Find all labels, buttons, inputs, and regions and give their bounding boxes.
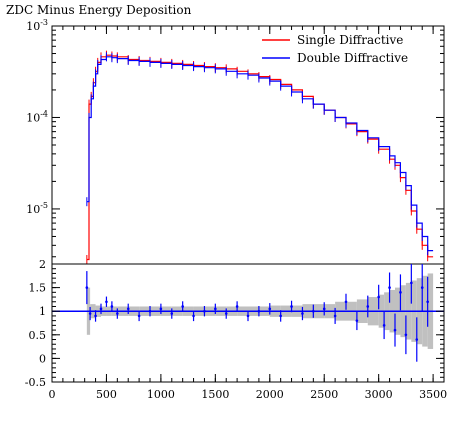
lower-y-tick-label: 1 (39, 305, 46, 318)
upper-y-tick-label: 10-3 (26, 18, 48, 33)
x-ticks: 0 500 1000 1500 2000 2500 3000 3500 (49, 26, 447, 401)
x-tick-label: 3000 (365, 388, 393, 401)
upper-y-tick-label: 10-4 (26, 109, 48, 124)
ratio-point (214, 307, 217, 311)
ratio-point (410, 281, 413, 285)
ratio-point (246, 314, 250, 318)
lower-panel: -0.500.511.52 0 500 1000 1500 2000 2500 3000 35… (25, 26, 447, 401)
ratio-point (88, 312, 92, 315)
ratio-point (415, 338, 419, 341)
ratio-point (333, 314, 337, 318)
ratio-point (301, 312, 304, 315)
lower-y-tick-label: 0.5 (29, 329, 47, 342)
chart-title: ZDC Minus Energy Deposition (6, 3, 192, 17)
x-tick-label: 500 (96, 388, 117, 401)
upper-series (86, 50, 434, 264)
ratio-point (126, 307, 130, 311)
legend: Single Diffractive Double Diffractive (262, 33, 408, 65)
x-tick-label: 1000 (147, 388, 175, 401)
ratio-point (377, 295, 380, 299)
legend-label-single: Single Diffractive (297, 33, 403, 47)
x-tick-label: 3500 (419, 388, 447, 401)
lower-y-tick-label: 2 (39, 258, 46, 271)
ratio-point (344, 300, 348, 304)
ratio-point (192, 314, 195, 318)
ratio-point (399, 291, 402, 294)
lower-y-tick-label: 1.5 (29, 282, 47, 295)
ratio-point (290, 305, 293, 308)
ratio-point (257, 309, 261, 313)
ratio-point (393, 328, 397, 332)
ratio-point (388, 286, 391, 289)
x-tick-label: 2500 (310, 388, 338, 401)
ratio-point (203, 309, 206, 313)
lower-y-ticks: -0.5 0 0.5 1 1.5 2 (25, 258, 444, 389)
ratio-point (366, 305, 370, 308)
ratio-point (420, 286, 424, 289)
lower-y-tick-label: -0.5 (25, 376, 46, 389)
x-tick-label: 0 (49, 388, 56, 401)
upper-y-tick-label: 10-5 (26, 201, 48, 216)
ratio-point (110, 305, 114, 308)
ratio-point (224, 312, 228, 315)
lower-series (85, 264, 429, 362)
upper-panel: 10-5 10-4 10-3 Single Diffractive Double D… (26, 18, 445, 265)
upper-y-ticks: 10-5 10-4 10-3 (26, 18, 444, 258)
ratio-point (116, 312, 119, 315)
ratio-point (181, 305, 184, 308)
ratio-point (382, 324, 386, 327)
legend-label-double: Double Diffractive (297, 51, 408, 65)
ratio-point (105, 300, 108, 304)
ratio-point (94, 314, 97, 318)
ratio-point (355, 319, 359, 322)
ratio-point (404, 333, 408, 337)
ratio-point (99, 307, 103, 311)
ratio-point (170, 312, 174, 315)
x-tick-label: 2000 (256, 388, 284, 401)
ratio-point (322, 307, 326, 311)
ratio-point (137, 314, 141, 318)
ratio-point (85, 286, 89, 289)
ratio-point (235, 305, 239, 308)
ratio-point (279, 314, 282, 318)
lower-y-tick-label: 0 (39, 352, 46, 365)
ratio-point (312, 309, 315, 313)
ratio-point (148, 309, 152, 313)
ratio-point (426, 300, 429, 304)
x-tick-label: 1500 (201, 388, 229, 401)
ratio-point (159, 307, 163, 311)
ratio-point (268, 307, 272, 311)
